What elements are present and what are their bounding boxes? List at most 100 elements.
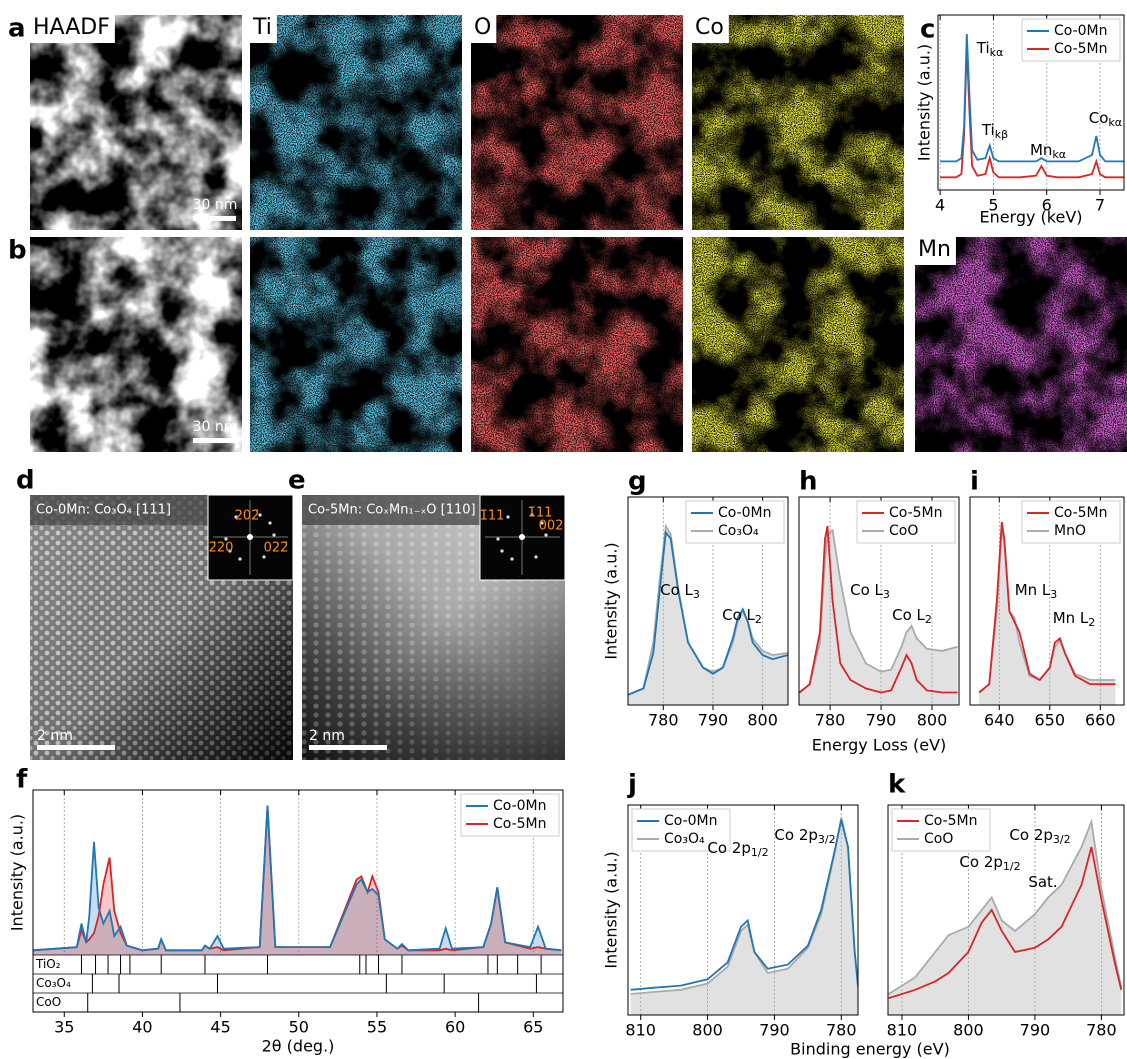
panel-letter: a xyxy=(8,14,26,44)
legend-label: CoO xyxy=(889,523,918,539)
x-tick-label: 790 xyxy=(698,711,729,730)
element-map xyxy=(692,237,904,452)
annotation-sub: kα xyxy=(1052,148,1066,161)
x-tick-label: 7 xyxy=(1095,196,1105,215)
annotation: Sat. xyxy=(1028,873,1057,891)
annotation-text: Co L xyxy=(850,581,883,599)
annotation-text: Co L xyxy=(660,581,693,599)
annotation-text: Mn L xyxy=(1015,581,1051,599)
panel-letter: b xyxy=(8,236,27,266)
x-tick-label: 4 xyxy=(935,196,945,215)
x-tick-label: 55 xyxy=(367,1018,387,1037)
annotation-text: Ti xyxy=(981,121,995,139)
fft-spot xyxy=(238,557,241,560)
fft-center xyxy=(519,534,525,540)
annotation-sub: 3 xyxy=(693,588,700,601)
x-tick-label: 800 xyxy=(953,1021,984,1040)
fft-spot xyxy=(506,515,509,518)
x-tick-label: 650 xyxy=(1035,711,1066,730)
fft-spot xyxy=(510,557,513,560)
annotation-sub: 1/2 xyxy=(1003,860,1021,873)
x-tick-label: 45 xyxy=(210,1018,230,1037)
panel-letter: h xyxy=(799,467,818,497)
legend-label: Co-0Mn xyxy=(1054,23,1108,39)
x-tick-label: 65 xyxy=(523,1018,543,1037)
annotation-sub: 3/2 xyxy=(818,833,836,846)
scale-bar xyxy=(37,745,115,750)
element-map xyxy=(250,15,462,230)
element-map xyxy=(471,237,683,452)
scale-bar xyxy=(193,216,236,221)
scale-bar xyxy=(309,745,387,750)
stem-title: Co-0Mn: Co₃O₄ [111] xyxy=(36,503,171,518)
stem-title: Co-5Mn: CoₓMn₁₋ₓO [110] xyxy=(308,503,476,518)
fft-label: 022̄ xyxy=(264,541,289,556)
annotation-text: Mn xyxy=(1030,141,1052,159)
x-axis-label: Energy Loss (eV) xyxy=(812,736,947,755)
map-label: O xyxy=(474,15,491,40)
x-axis-label: Energy (keV) xyxy=(979,208,1082,227)
legend-label: MnO xyxy=(1054,523,1086,539)
map-label: Ti xyxy=(252,15,272,40)
element-map xyxy=(250,237,462,452)
x-tick-label: 640 xyxy=(984,711,1015,730)
y-axis-label: Intensity (a.u.) xyxy=(915,44,934,161)
legend-label: Co-5Mn xyxy=(889,505,943,521)
annotation-sub: kα xyxy=(1108,116,1122,129)
x-tick-label: 800 xyxy=(692,1021,723,1040)
annotation-sub: kα xyxy=(990,46,1004,59)
x-axis-label: Binding energy (eV) xyxy=(790,1040,950,1059)
x-tick-label: 35 xyxy=(54,1018,74,1037)
legend-label: Co-0Mn xyxy=(664,813,718,829)
map-label: Mn xyxy=(918,237,951,262)
annotation-text: Co L xyxy=(722,606,755,624)
fft-label: 202̄ xyxy=(235,509,260,524)
reference-name: Co₃O₄ xyxy=(36,976,71,990)
fft-center xyxy=(247,534,253,540)
legend-label: Co-5Mn xyxy=(1054,505,1108,521)
fft-label: 002 xyxy=(539,519,564,534)
panel-letter: e xyxy=(288,466,306,496)
map-label: Co xyxy=(695,15,724,40)
element-map xyxy=(471,15,683,230)
annotation-text: Co 2p xyxy=(707,839,750,857)
panel-letter: d xyxy=(16,466,35,496)
annotation-sub: 1/2 xyxy=(751,846,769,859)
annotation-sub: 2 xyxy=(755,613,762,626)
panel-letter: k xyxy=(888,770,906,800)
fft-spot xyxy=(544,533,547,536)
scale-bar-label: 30 nm xyxy=(193,419,238,435)
x-tick-label: 810 xyxy=(625,1021,656,1040)
reference-name: CoO xyxy=(36,995,61,1009)
fft-spot xyxy=(268,521,271,524)
legend-label: Co-5Mn xyxy=(924,813,978,829)
x-tick-label: 780 xyxy=(815,711,846,730)
fft-spot xyxy=(272,533,275,536)
y-axis-label: Intensity (a.u.) xyxy=(8,814,27,931)
x-tick-label: 790 xyxy=(759,1021,790,1040)
legend-label: Co-5Mn xyxy=(1054,41,1108,57)
x-tick-label: 790 xyxy=(1020,1021,1051,1040)
legend-label: Co-0Mn xyxy=(493,798,547,814)
x-tick-label: 810 xyxy=(887,1021,918,1040)
annotation-text: Ti xyxy=(976,39,990,57)
reference-name: TiO₂ xyxy=(35,957,61,971)
x-tick-label: 780 xyxy=(826,1021,857,1040)
x-tick-label: 660 xyxy=(1085,711,1116,730)
annotation-sub: 3 xyxy=(1050,588,1057,601)
fft-label: 1̄11 xyxy=(480,509,505,524)
panel-letter: g xyxy=(628,467,647,497)
fft-spot xyxy=(496,537,499,540)
legend-label: Co₃O₄ xyxy=(718,523,759,539)
annotation-text: Co 2p xyxy=(1009,826,1052,844)
fft-spot xyxy=(500,549,503,552)
x-tick-label: 800 xyxy=(917,711,948,730)
element-map xyxy=(915,237,1127,452)
y-axis-label: Intensity (a.u.) xyxy=(602,542,621,659)
x-tick-label: 790 xyxy=(866,711,897,730)
map-label: HAADF xyxy=(33,15,110,40)
annotation-sub: 2 xyxy=(1088,616,1095,629)
legend-label: CoO xyxy=(924,831,953,847)
fft-label: 2̄20 xyxy=(209,541,234,556)
x-tick-label: 60 xyxy=(445,1018,465,1037)
